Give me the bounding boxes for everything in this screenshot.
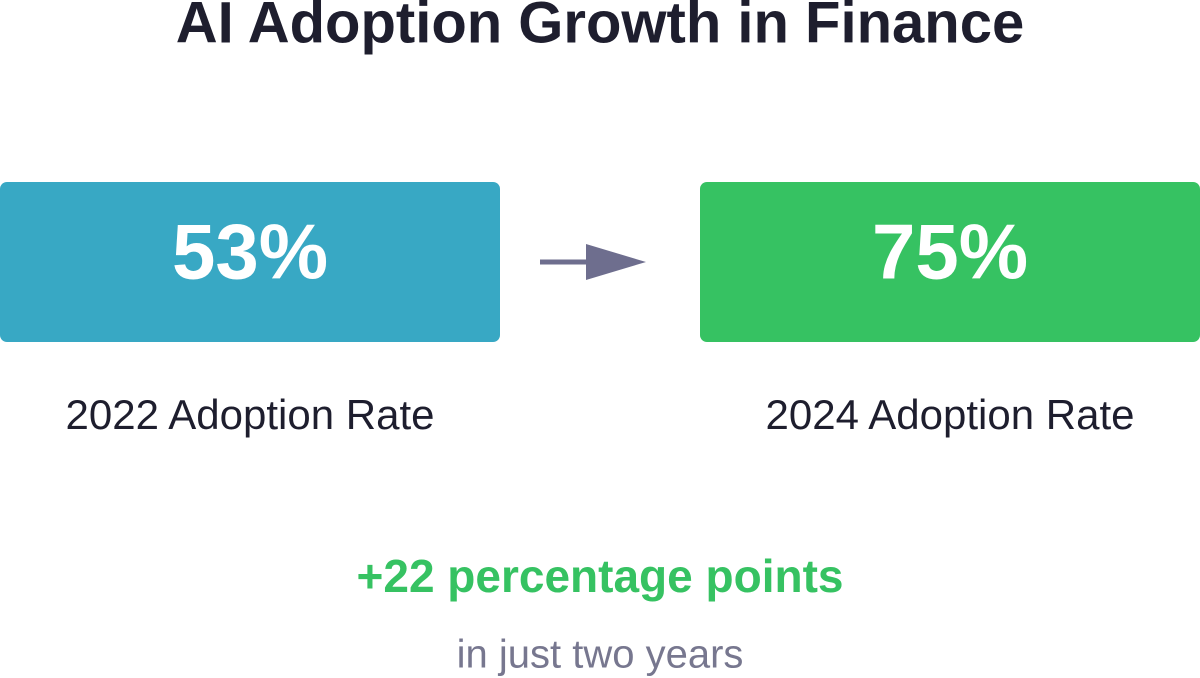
- card-label: 2022 Adoption Rate: [66, 391, 435, 438]
- card-label: 2024 Adoption Rate: [766, 391, 1135, 438]
- arrow: [540, 244, 646, 280]
- change: +22 percentage points: [357, 550, 844, 602]
- title: AI Adoption Growth in Finance: [176, 0, 1024, 55]
- card-2022: [0, 182, 500, 342]
- card-value: 53%: [172, 208, 328, 296]
- note: in just two years: [457, 633, 744, 677]
- card-2024: [700, 182, 1200, 342]
- card-value: 75%: [872, 208, 1028, 296]
